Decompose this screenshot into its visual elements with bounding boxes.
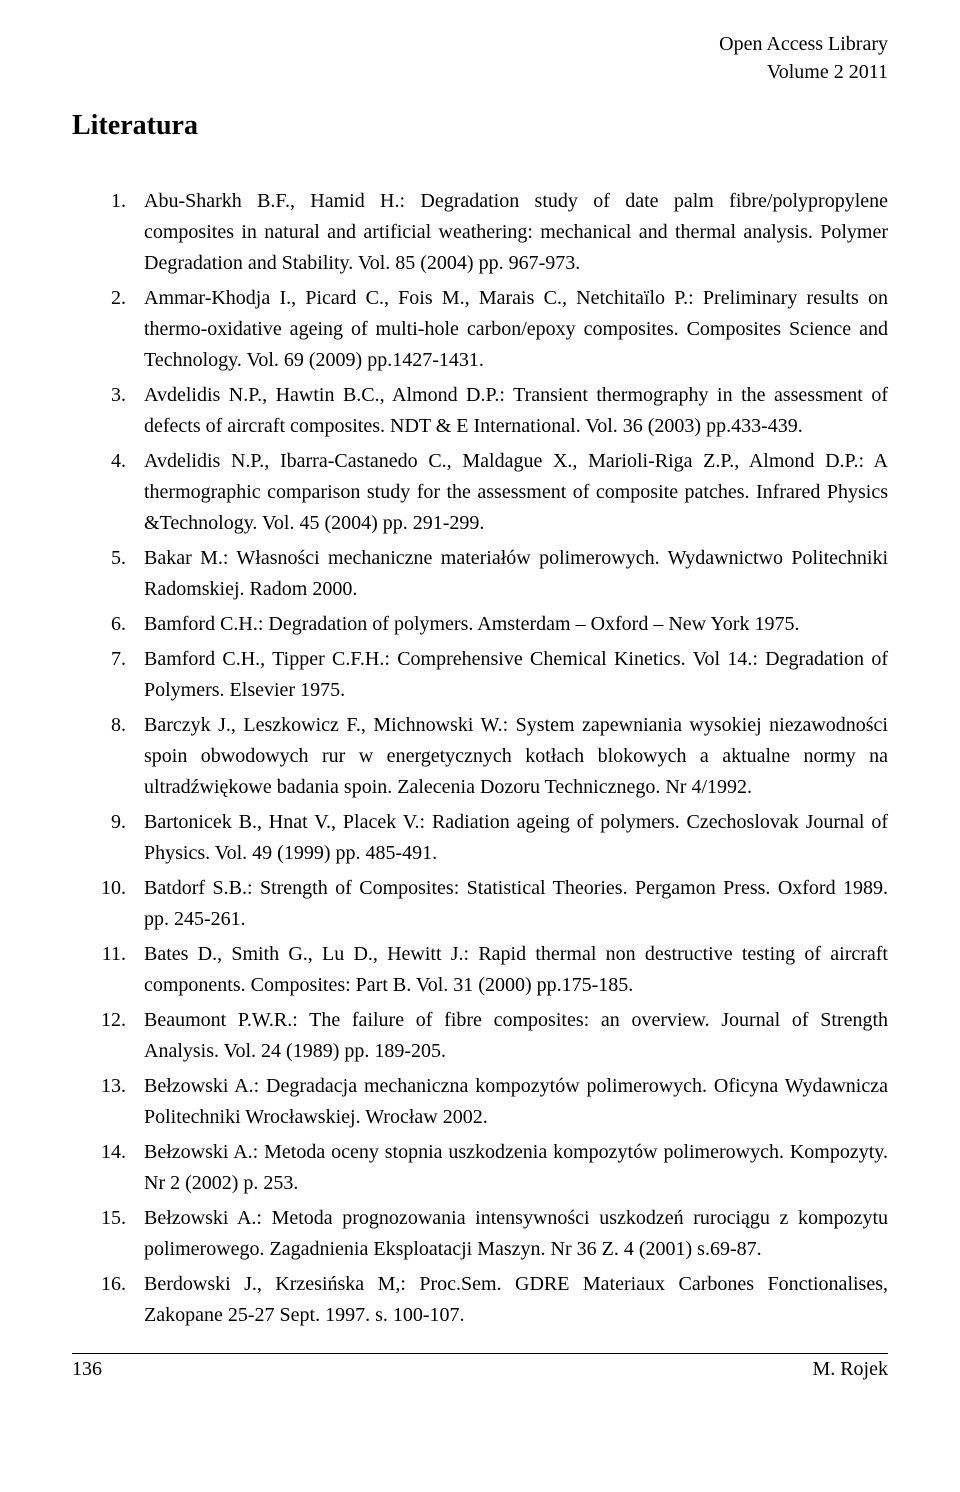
reference-item: 15.Bełzowski A.: Metoda prognozowania in… <box>72 1203 888 1265</box>
reference-text: Bakar M.: Własności mechaniczne materiał… <box>144 543 888 605</box>
header-volume: Volume 2 2011 <box>72 58 888 86</box>
reference-item: 4.Avdelidis N.P., Ibarra-Castanedo C., M… <box>72 446 888 539</box>
reference-number: 14. <box>72 1137 144 1199</box>
reference-item: 6.Bamford C.H.: Degradation of polymers.… <box>72 609 888 640</box>
reference-number: 3. <box>72 380 144 442</box>
reference-text: Bełzowski A.: Metoda oceny stopnia uszko… <box>144 1137 888 1199</box>
reference-item: 2.Ammar-Khodja I., Picard C., Fois M., M… <box>72 283 888 376</box>
reference-text: Batdorf S.B.: Strength of Composites: St… <box>144 873 888 935</box>
reference-item: 12.Beaumont P.W.R.: The failure of fibre… <box>72 1005 888 1067</box>
reference-item: 5.Bakar M.: Własności mechaniczne materi… <box>72 543 888 605</box>
reference-text: Avdelidis N.P., Ibarra-Castanedo C., Mal… <box>144 446 888 539</box>
reference-number: 7. <box>72 644 144 706</box>
reference-number: 13. <box>72 1071 144 1133</box>
reference-text: Ammar-Khodja I., Picard C., Fois M., Mar… <box>144 283 888 376</box>
reference-text: Bełzowski A.: Metoda prognozowania inten… <box>144 1203 888 1265</box>
section-title: Literatura <box>72 110 888 142</box>
reference-text: Beaumont P.W.R.: The failure of fibre co… <box>144 1005 888 1067</box>
reference-item: 10.Batdorf S.B.: Strength of Composites:… <box>72 873 888 935</box>
reference-text: Abu-Sharkh B.F., Hamid H.: Degradation s… <box>144 186 888 279</box>
reference-number: 8. <box>72 710 144 803</box>
reference-list: 1.Abu-Sharkh B.F., Hamid H.: Degradation… <box>72 186 888 1331</box>
reference-item: 1.Abu-Sharkh B.F., Hamid H.: Degradation… <box>72 186 888 279</box>
reference-text: Bełzowski A.: Degradacja mechaniczna kom… <box>144 1071 888 1133</box>
reference-number: 10. <box>72 873 144 935</box>
reference-text: Bamford C.H.: Degradation of polymers. A… <box>144 609 888 640</box>
reference-number: 4. <box>72 446 144 539</box>
reference-number: 1. <box>72 186 144 279</box>
page-number: 136 <box>72 1358 102 1381</box>
reference-item: 3.Avdelidis N.P., Hawtin B.C., Almond D.… <box>72 380 888 442</box>
page: Open Access Library Volume 2 2011 Litera… <box>0 0 960 1399</box>
reference-number: 5. <box>72 543 144 605</box>
reference-text: Bates D., Smith G., Lu D., Hewitt J.: Ra… <box>144 939 888 1001</box>
reference-item: 7.Bamford C.H., Tipper C.F.H.: Comprehen… <box>72 644 888 706</box>
reference-text: Avdelidis N.P., Hawtin B.C., Almond D.P.… <box>144 380 888 442</box>
page-footer: 136 M. Rojek <box>72 1353 888 1381</box>
reference-item: 9.Bartonicek B., Hnat V., Placek V.: Rad… <box>72 807 888 869</box>
reference-text: Bartonicek B., Hnat V., Placek V.: Radia… <box>144 807 888 869</box>
header-series: Open Access Library <box>72 30 888 58</box>
reference-number: 6. <box>72 609 144 640</box>
reference-item: 11.Bates D., Smith G., Lu D., Hewitt J.:… <box>72 939 888 1001</box>
reference-text: Barczyk J., Leszkowicz F., Michnowski W.… <box>144 710 888 803</box>
reference-number: 11. <box>72 939 144 1001</box>
reference-text: Bamford C.H., Tipper C.F.H.: Comprehensi… <box>144 644 888 706</box>
reference-item: 14.Bełzowski A.: Metoda oceny stopnia us… <box>72 1137 888 1199</box>
reference-item: 16.Berdowski J., Krzesińska M,: Proc.Sem… <box>72 1269 888 1331</box>
running-header: Open Access Library Volume 2 2011 <box>72 30 888 86</box>
reference-number: 9. <box>72 807 144 869</box>
reference-number: 16. <box>72 1269 144 1331</box>
reference-number: 15. <box>72 1203 144 1265</box>
reference-text: Berdowski J., Krzesińska M,: Proc.Sem. G… <box>144 1269 888 1331</box>
reference-number: 2. <box>72 283 144 376</box>
reference-item: 13.Bełzowski A.: Degradacja mechaniczna … <box>72 1071 888 1133</box>
reference-item: 8.Barczyk J., Leszkowicz F., Michnowski … <box>72 710 888 803</box>
reference-number: 12. <box>72 1005 144 1067</box>
footer-author: M. Rojek <box>812 1358 888 1381</box>
